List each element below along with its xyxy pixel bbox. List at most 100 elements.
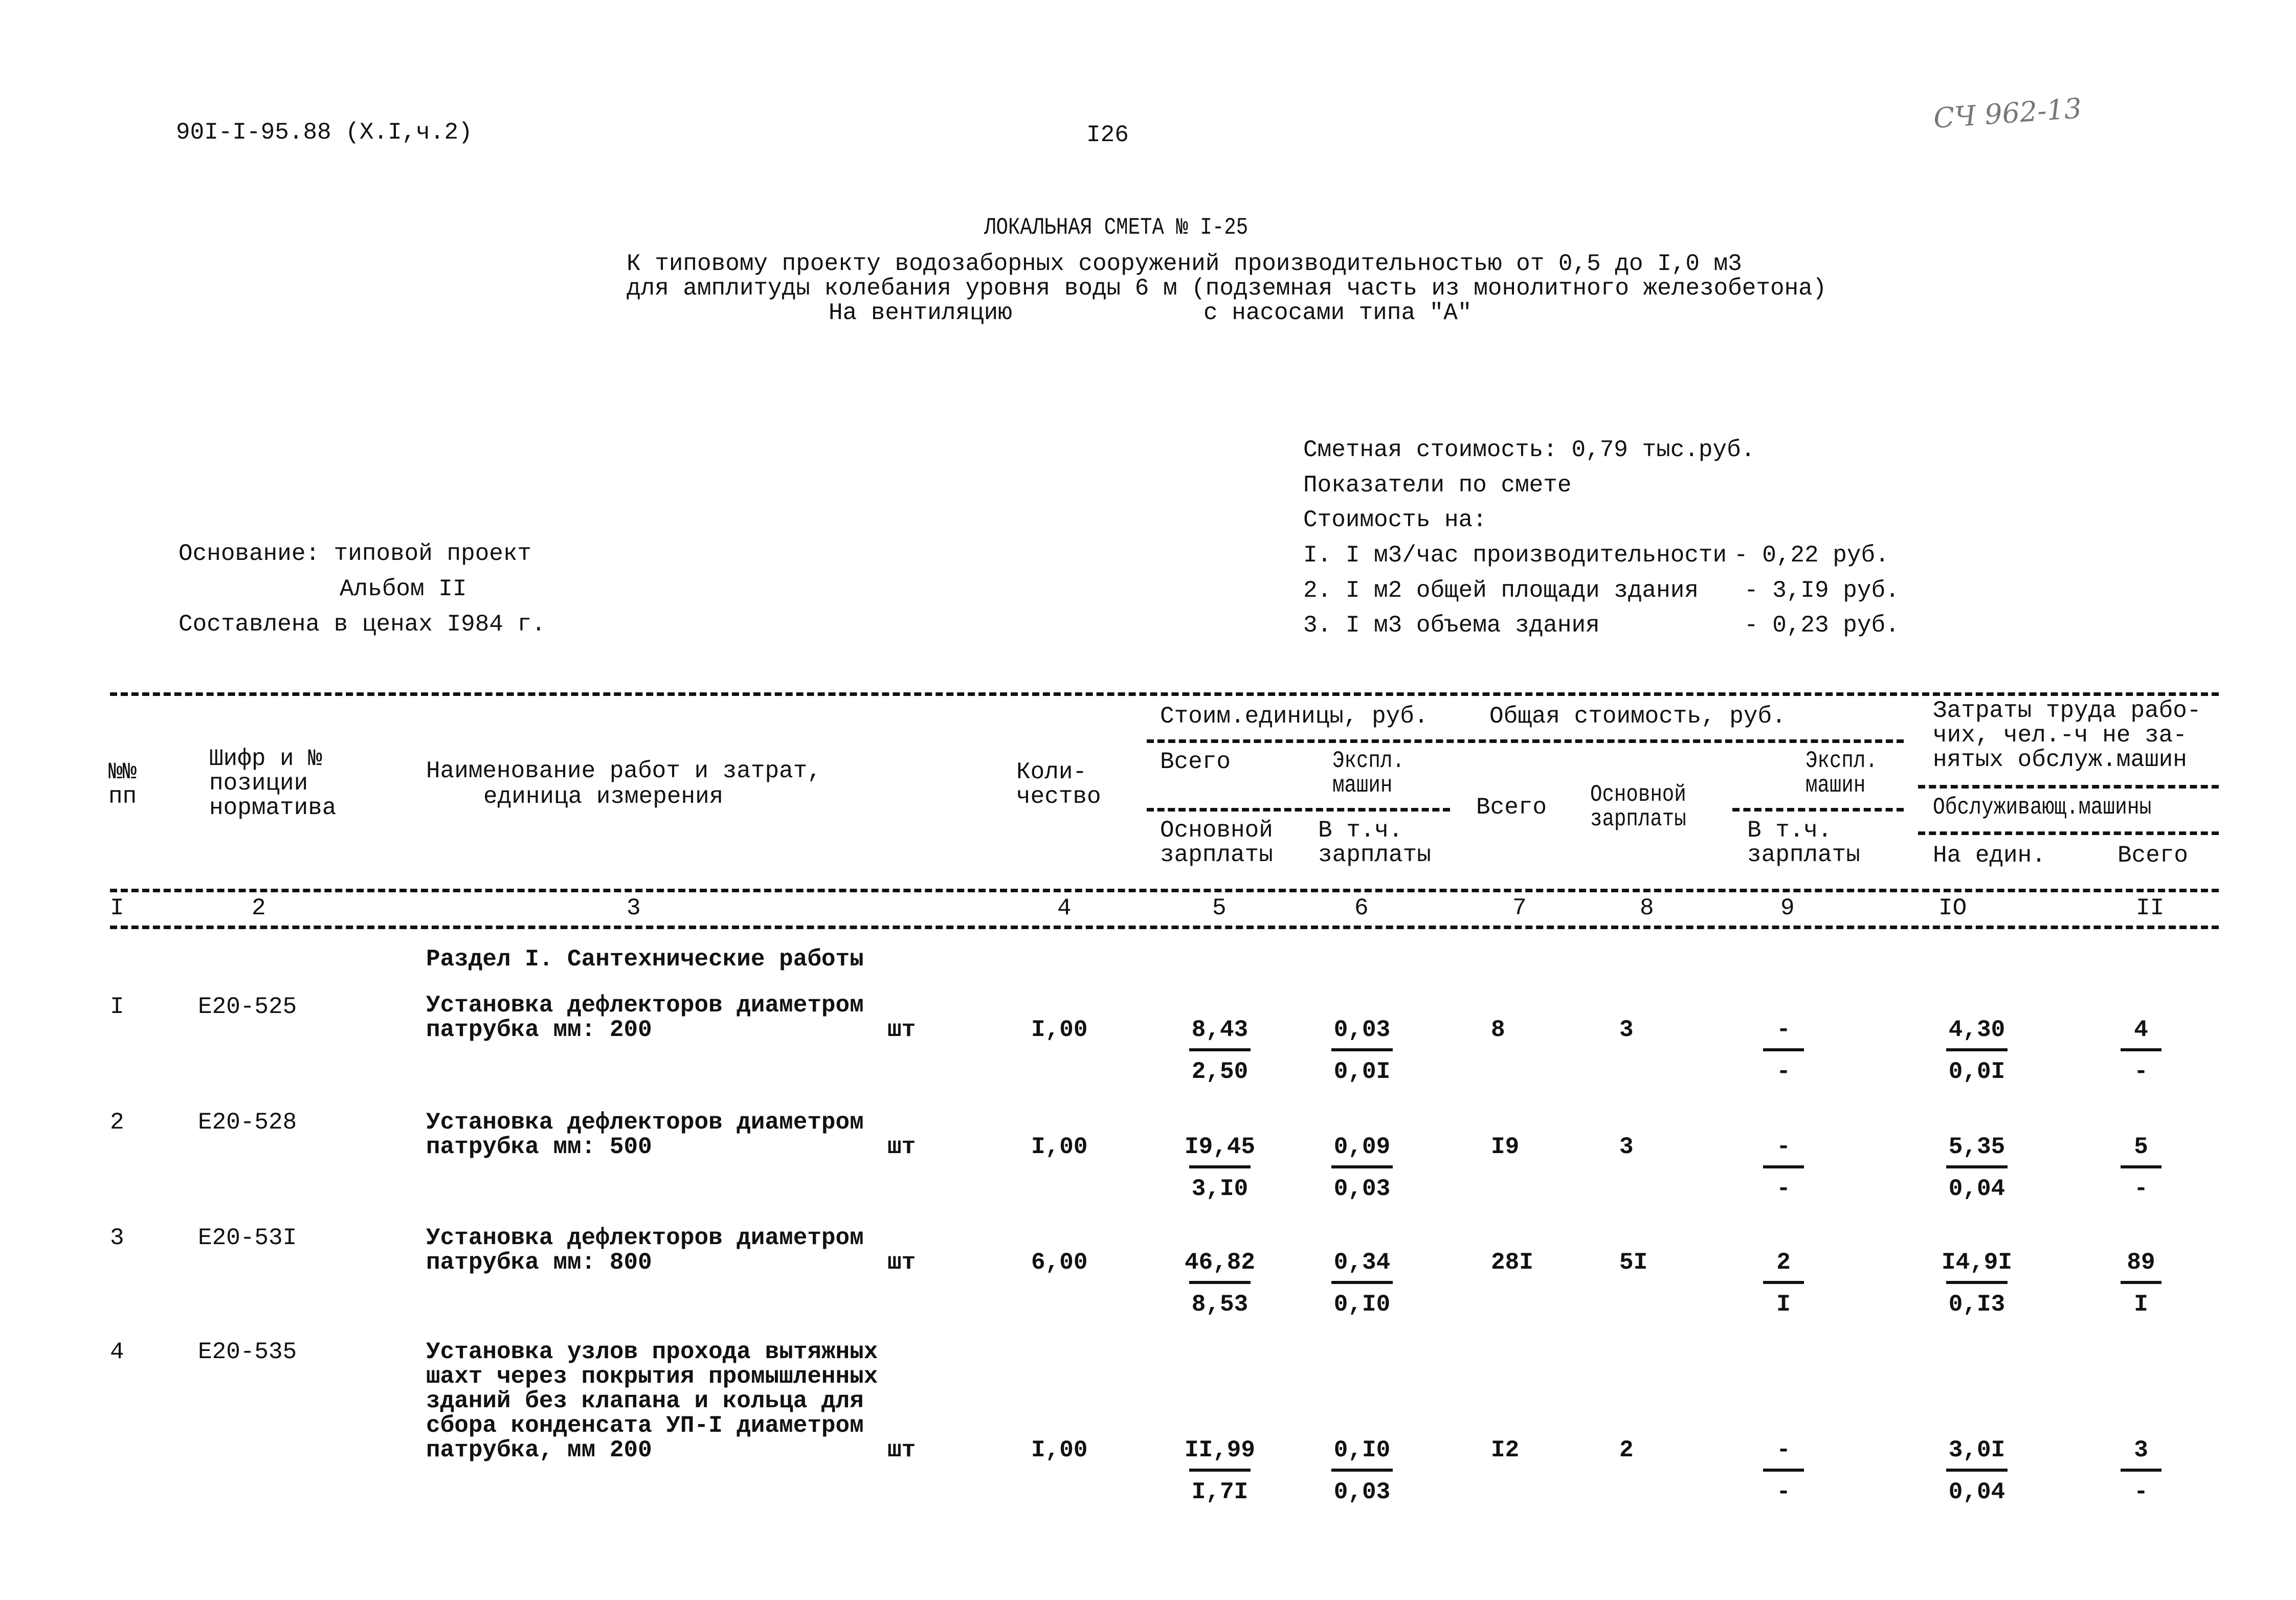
row-labor-total: 4- xyxy=(2121,1018,2161,1084)
row-labor-total: 3- xyxy=(2121,1438,2161,1504)
indicator-3-label: 3. I м3 объема здания xyxy=(1303,612,1600,639)
row-machines: -- xyxy=(1763,1135,1804,1201)
handwritten-stamp: СЧ 962-13 xyxy=(1932,92,2083,135)
row-machines: -- xyxy=(1763,1018,1804,1084)
row-labor-total: 5- xyxy=(2121,1135,2161,1201)
basis-line-3: Составлена в ценах I984 г. xyxy=(179,611,546,638)
indicator-2-value: - 3,I9 руб. xyxy=(1744,577,1900,604)
header-c9-wages: В т.ч. зарплаты xyxy=(1747,817,1860,868)
indicator-1-value: - 0,22 руб. xyxy=(1734,542,1889,569)
header-c10: На един. xyxy=(1933,842,2046,869)
row-unit-cost-total: II,99 I,7I xyxy=(1184,1437,1256,1505)
row-qty: 6,00 xyxy=(1031,1249,1088,1276)
row-number: I xyxy=(110,994,124,1020)
header-bottom-rule xyxy=(110,889,2219,892)
estimated-cost: Сметная стоимость: 0,79 тыс.руб. xyxy=(1303,437,1755,463)
machine-sub-rule xyxy=(1732,808,1904,812)
row-machines: -- xyxy=(1763,1438,1804,1504)
basis-line-1: Основание: типовой проект xyxy=(179,540,532,567)
column-number: I xyxy=(110,895,124,921)
cost-of-label: Стоимость на: xyxy=(1303,507,1487,533)
table-top-rule xyxy=(110,692,2219,696)
row-unit-cost-machines: 0,09 0,03 xyxy=(1331,1135,1393,1201)
row-wages: 3 xyxy=(1619,1017,1634,1043)
cost-group-rule xyxy=(1147,739,1904,743)
row-wages: 3 xyxy=(1619,1134,1634,1160)
row-number: 3 xyxy=(110,1225,124,1251)
row-total: I2 xyxy=(1491,1437,1520,1463)
page-number: I26 xyxy=(1086,122,1129,148)
row-unit-cost-machines: 0,34 0,I0 xyxy=(1331,1250,1393,1317)
header-c11: Всего xyxy=(2117,842,2189,869)
row-labor-per-unit: 3,0I 0,04 xyxy=(1946,1438,2008,1504)
column-number: 8 xyxy=(1640,895,1654,921)
labor-group-rule xyxy=(1918,785,2219,788)
row-wages: 5I xyxy=(1619,1249,1648,1276)
row-code: Е20-53I xyxy=(198,1225,297,1251)
header-c8-wages: Основной зарплаты xyxy=(1590,781,1686,832)
header-c6-wages: В т.ч. зарплаты xyxy=(1318,817,1431,868)
column-number: 9 xyxy=(1780,895,1795,921)
row-qty: I,00 xyxy=(1031,1134,1088,1160)
header-unit: единица измерения xyxy=(483,783,724,810)
estimate-title: ЛОКАЛЬНАЯ СМЕТА № I-25 xyxy=(984,214,1249,241)
unit-cost-sub-rule xyxy=(1147,808,1450,812)
header-labor: Затраты труда рабо-чих, чел.-ч не за-нят… xyxy=(1933,697,2201,773)
column-number: 4 xyxy=(1057,895,1072,921)
column-number: 6 xyxy=(1354,895,1369,921)
indicator-3-value: - 0,23 руб. xyxy=(1744,612,1900,639)
row-number: 4 xyxy=(110,1339,124,1365)
row-unit: шт xyxy=(887,1249,916,1276)
row-labor-per-unit: I4,9I 0,I3 xyxy=(1941,1249,2013,1318)
column-number: 3 xyxy=(627,895,641,921)
row-name: Установка дефлекторов диаметром патрубка … xyxy=(426,1109,864,1160)
row-unit: шт xyxy=(887,1134,916,1160)
row-labor-per-unit: 5,35 0,04 xyxy=(1946,1135,2008,1201)
header-code: Шифр и № позиции норматива xyxy=(209,746,337,821)
row-code: Е20-528 xyxy=(198,1109,297,1136)
row-number: 2 xyxy=(110,1109,124,1136)
row-unit: шт xyxy=(887,1017,916,1043)
column-numbers-rule xyxy=(110,926,2219,929)
row-name: Установка узлов прохода вытяжных шахт чер… xyxy=(426,1339,878,1463)
row-wages: 2 xyxy=(1619,1437,1634,1463)
header-c5-wages: Основной зарплаты xyxy=(1160,817,1273,868)
row-qty: I,00 xyxy=(1031,1437,1088,1463)
row-unit: шт xyxy=(887,1437,916,1463)
header-service: Обслуживающ.машины xyxy=(1933,794,2152,821)
row-name: Установка дефлекторов диаметром патрубка … xyxy=(426,992,864,1043)
header-c9-machines: Экспл. машин xyxy=(1805,748,1878,799)
row-total: I9 xyxy=(1491,1134,1520,1160)
row-code: Е20-535 xyxy=(198,1339,297,1365)
row-unit-cost-machines: 0,03 0,0I xyxy=(1331,1018,1393,1084)
column-number: 7 xyxy=(1512,895,1527,921)
header-name: Наименование работ и затрат, xyxy=(426,758,821,784)
row-unit-cost-machines: 0,I0 0,03 xyxy=(1331,1438,1393,1504)
row-code: Е20-525 xyxy=(198,994,297,1020)
indicator-2-label: 2. I м2 общей площади здания xyxy=(1303,577,1699,604)
header-no: №№ пп xyxy=(108,759,137,810)
column-number: IO xyxy=(1938,895,1967,921)
subtitle-line-3b: с насосами типа "А" xyxy=(1203,300,1472,326)
section-title: Раздел I. Сантехнические работы xyxy=(426,946,864,973)
row-qty: I,00 xyxy=(1031,1017,1088,1043)
subtitle-line-1: К типовому проекту водозаборных сооружен… xyxy=(627,251,1742,277)
header-qty: Коли-чество xyxy=(1016,759,1101,810)
row-total: 28I xyxy=(1491,1249,1533,1276)
header-c6-machines: Экспл. машин xyxy=(1332,748,1405,799)
column-number: II xyxy=(2136,895,2165,921)
column-number: 5 xyxy=(1212,895,1227,921)
subtitle-line-2: для амплитуды колебания уровня воды 6 м … xyxy=(627,275,1827,302)
row-unit-cost-total: 8,43 2,50 xyxy=(1189,1018,1251,1084)
row-labor-per-unit: 4,30 0,0I xyxy=(1946,1018,2008,1084)
header-c5-total: Всего xyxy=(1160,749,1231,775)
row-labor-total: 89 I xyxy=(2121,1250,2161,1317)
row-unit-cost-total: 46,82 8,53 xyxy=(1184,1249,1256,1318)
row-total: 8 xyxy=(1491,1017,1505,1043)
header-unit-cost: Стоим.единицы, руб. xyxy=(1160,703,1429,730)
indicators-label: Показатели по смете xyxy=(1303,472,1572,499)
header-total-cost: Общая стоимость, руб. xyxy=(1489,703,1786,730)
subtitle-line-3a: На вентиляцию xyxy=(829,300,1012,326)
row-name: Установка дефлекторов диаметром патрубка … xyxy=(426,1225,864,1276)
